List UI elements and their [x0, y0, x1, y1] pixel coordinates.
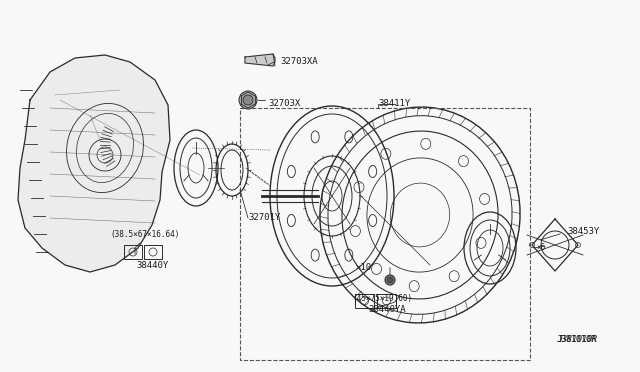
Circle shape — [239, 91, 257, 109]
Polygon shape — [245, 54, 275, 66]
Text: 38440YA: 38440YA — [368, 305, 406, 314]
Text: 32703XA: 32703XA — [280, 58, 317, 67]
Text: (38.5×67×16.64): (38.5×67×16.64) — [110, 231, 179, 240]
Bar — [377, 294, 396, 308]
Text: 32703X: 32703X — [268, 99, 300, 108]
Text: J381010R: J381010R — [557, 336, 597, 344]
Circle shape — [385, 275, 395, 285]
Bar — [355, 294, 374, 308]
Text: 32701Y: 32701Y — [248, 214, 280, 222]
Text: ×10: ×10 — [355, 263, 371, 273]
Bar — [144, 245, 162, 259]
Circle shape — [243, 95, 253, 105]
Bar — [124, 245, 142, 259]
Polygon shape — [18, 55, 170, 272]
Text: J381010R: J381010R — [557, 336, 597, 344]
Text: 38411Y: 38411Y — [378, 99, 410, 108]
Circle shape — [387, 277, 393, 283]
Bar — [240, 108, 530, 360]
Text: 38453Y: 38453Y — [567, 228, 599, 237]
Text: (45×75×19.60): (45×75×19.60) — [352, 294, 412, 302]
Text: ×6: ×6 — [536, 244, 545, 253]
Text: 38440Y: 38440Y — [136, 260, 168, 269]
